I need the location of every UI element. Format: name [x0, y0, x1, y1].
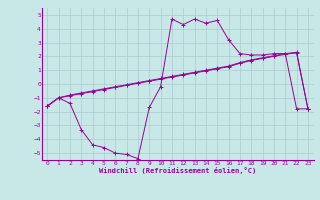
X-axis label: Windchill (Refroidissement éolien,°C): Windchill (Refroidissement éolien,°C): [99, 167, 256, 174]
